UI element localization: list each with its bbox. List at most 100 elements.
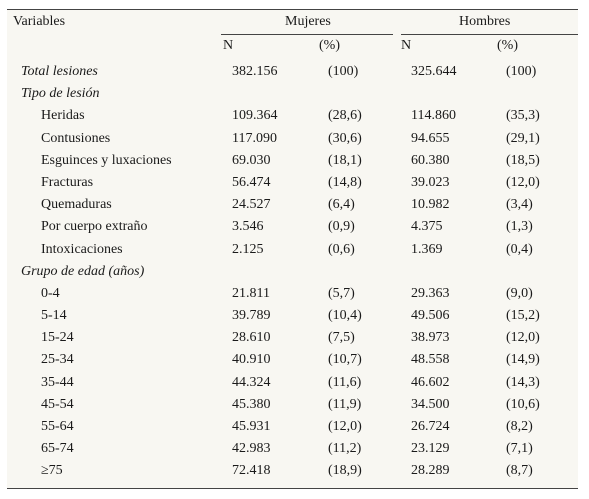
hombres-n-cell: 39.023 — [411, 174, 450, 190]
hombres-n-cell: 26.724 — [411, 419, 450, 434]
row-label: Quemaduras — [41, 197, 112, 213]
hombres-pct-cell: (8,7) — [506, 463, 533, 479]
table-row: Esguinces y luxaciones 69.030 (18,1) 60.380… — [7, 150, 578, 172]
table-row: Intoxicaciones 2.125 (0,6) 1.369 (0,4) — [7, 239, 578, 261]
mujeres-pct-cell: (14,8) — [328, 174, 362, 190]
header-mujeres: Mujeres — [285, 14, 331, 29]
hombres-n-cell: 114.860 — [411, 108, 456, 124]
mujeres-n-cell: 40.910 — [232, 352, 271, 368]
row-label: Total lesiones — [21, 64, 98, 79]
hombres-n-cell: 48.558 — [411, 352, 450, 368]
hombres-n-cell: 94.655 — [411, 130, 450, 146]
row-label: 45-54 — [41, 396, 74, 412]
hombres-pct-cell: (15,2) — [506, 308, 540, 324]
mujeres-n-cell: 28.610 — [232, 330, 271, 346]
table-row: Heridas 109.364 (28,6) 114.860 (35,3) — [7, 105, 578, 127]
mujeres-n-cell: 109.364 — [232, 108, 278, 124]
table-row: 15-24 28.610 (7,5) 38.973 (12,0) — [7, 327, 578, 349]
table-row: Por cuerpo extraño 3.546 (0,9) 4.375 (1,3) — [7, 216, 578, 238]
row-label: 5-14 — [41, 308, 67, 324]
mujeres-pct-cell: (100) — [328, 64, 359, 79]
hombres-n-cell: 23.129 — [411, 441, 450, 457]
hombres-pct-cell: (1,3) — [506, 219, 533, 235]
hombres-pct-cell: (9,0) — [506, 285, 533, 301]
hombres-pct-cell: (100) — [506, 64, 537, 79]
hombres-pct-cell: (18,5) — [506, 152, 540, 168]
hombres-pct-cell: (35,3) — [506, 108, 540, 124]
mujeres-group-rule — [221, 34, 393, 35]
table-row: Quemaduras 24.527 (6,4) 10.982 (3,4) — [7, 194, 578, 216]
table-row: ≥75 72.418 (18,9) 28.289 (8,7) — [7, 460, 578, 482]
mujeres-pct-cell: (0,9) — [328, 219, 355, 235]
table-body: Total lesiones 382.156 (100) 325.644 (100) Ti… — [7, 61, 578, 483]
table-row: 35-44 44.324 (11,6) 46.602 (14,3) — [7, 372, 578, 394]
mujeres-n-cell: 382.156 — [232, 64, 278, 79]
hombres-pct-cell: (12,0) — [506, 330, 540, 346]
table-row: 25-34 40.910 (10,7) 48.558 (14,9) — [7, 349, 578, 371]
mujeres-n-cell: 39.789 — [232, 308, 271, 324]
mujeres-n-cell: 72.418 — [232, 463, 271, 479]
table-bottom-rule — [7, 488, 578, 489]
section-row: Tipo de lesión — [7, 83, 578, 105]
mujeres-pct-cell: (18,1) — [328, 152, 362, 168]
hombres-pct-cell: (7,1) — [506, 441, 533, 457]
hombres-n-cell: 38.973 — [411, 330, 450, 346]
mujeres-n-cell: 3.546 — [232, 219, 264, 235]
row-label: 65-74 — [41, 441, 74, 457]
table-row: 65-74 42.983 (11,2) 23.129 (7,1) — [7, 438, 578, 460]
mujeres-pct-cell: (28,6) — [328, 108, 362, 124]
hombres-n-cell: 46.602 — [411, 374, 450, 390]
mujeres-n-cell: 42.983 — [232, 441, 271, 457]
row-label: Tipo de lesión — [21, 86, 100, 102]
row-label: ≥75 — [41, 463, 63, 479]
row-label: Contusiones — [41, 130, 111, 146]
row-label: 35-44 — [41, 374, 74, 390]
data-table: Variables Mujeres Hombres N (%) N (%) To… — [7, 9, 578, 489]
hombres-pct-cell: (10,6) — [506, 396, 540, 412]
header-mujeres-pct: (%) — [319, 38, 340, 53]
table-row: 5-14 39.789 (10,4) 49.506 (15,2) — [7, 305, 578, 327]
hombres-pct-cell: (29,1) — [506, 130, 540, 146]
row-label: Fracturas — [41, 174, 94, 190]
row-label: Esguinces y luxaciones — [41, 152, 172, 168]
hombres-group-rule — [401, 34, 578, 35]
table-row: Contusiones 117.090 (30,6) 94.655 (29,1) — [7, 128, 578, 150]
table-top-rule — [7, 9, 578, 10]
header-variables: Variables — [13, 14, 66, 29]
mujeres-n-cell: 45.931 — [232, 419, 271, 434]
hombres-pct-cell: (3,4) — [506, 197, 533, 213]
section-row: Grupo de edad (años) — [7, 261, 578, 283]
mujeres-pct-cell: (10,4) — [328, 308, 362, 324]
hombres-n-cell: 49.506 — [411, 308, 450, 324]
row-label: Heridas — [41, 108, 85, 124]
hombres-n-cell: 325.644 — [411, 64, 457, 79]
mujeres-pct-cell: (11,9) — [328, 396, 362, 412]
header-hombres-pct: (%) — [497, 38, 518, 53]
table-row: 55-64 45.931 (12,0) 26.724 (8,2) — [7, 416, 578, 438]
row-label: 0-4 — [41, 285, 60, 301]
mujeres-n-cell: 117.090 — [232, 130, 277, 146]
hombres-pct-cell: (14,9) — [506, 352, 540, 368]
table-row: Fracturas 56.474 (14,8) 39.023 (12,0) — [7, 172, 578, 194]
row-label: Por cuerpo extraño — [41, 219, 148, 235]
row-label: 15-24 — [41, 330, 74, 346]
row-label: 55-64 — [41, 419, 74, 434]
mujeres-pct-cell: (12,0) — [328, 419, 362, 434]
hombres-n-cell: 4.375 — [411, 219, 443, 235]
row-label: 25-34 — [41, 352, 74, 368]
table-row: Total lesiones 382.156 (100) 325.644 (100) — [7, 61, 578, 83]
mujeres-n-cell: 44.324 — [232, 374, 271, 390]
hombres-pct-cell: (8,2) — [506, 419, 533, 434]
mujeres-n-cell: 2.125 — [232, 241, 264, 257]
hombres-n-cell: 34.500 — [411, 396, 450, 412]
hombres-n-cell: 10.982 — [411, 197, 450, 213]
table-row: 45-54 45.380 (11,9) 34.500 (10,6) — [7, 394, 578, 416]
mujeres-pct-cell: (18,9) — [328, 463, 362, 479]
mujeres-pct-cell: (30,6) — [328, 130, 362, 146]
row-label: Grupo de edad (años) — [21, 263, 145, 279]
header-hombres: Hombres — [459, 14, 511, 29]
row-label: Intoxicaciones — [41, 241, 123, 257]
table-row: 0-4 21.811 (5,7) 29.363 (9,0) — [7, 283, 578, 305]
mujeres-pct-cell: (7,5) — [328, 330, 355, 346]
hombres-n-cell: 28.289 — [411, 463, 450, 479]
